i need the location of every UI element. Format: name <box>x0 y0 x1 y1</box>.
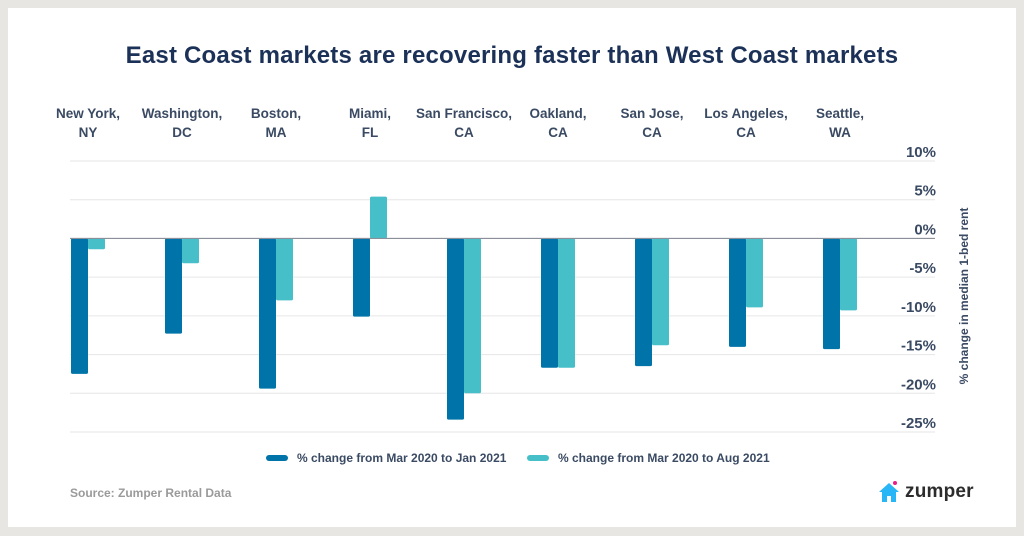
state-code: CA <box>548 125 568 140</box>
bar-aug-2021 <box>370 196 387 239</box>
house-icon <box>879 481 899 502</box>
y-tick-label: -5% <box>909 260 936 277</box>
state-code: FL <box>361 125 379 140</box>
category-label: Seattle, WA <box>785 104 895 142</box>
y-tick-label: -10% <box>901 299 936 316</box>
y-axis-title: % change in median 1-bed rent <box>957 208 971 385</box>
bar-jan-2021 <box>729 238 746 347</box>
category-label: San Jose, CA <box>597 104 707 142</box>
y-tick-label: 0% <box>914 221 936 238</box>
category-label: Oakland, CA <box>503 104 613 142</box>
bar-aug-2021 <box>182 238 199 264</box>
bar-aug-2021 <box>840 238 857 311</box>
bar-jan-2021 <box>823 238 840 350</box>
bar-aug-2021 <box>276 238 293 301</box>
y-tick-label: -20% <box>901 376 936 393</box>
bar-aug-2021 <box>88 238 105 250</box>
logo-text: zumper <box>905 481 974 502</box>
state-code: WA <box>829 125 851 140</box>
bar-aug-2021 <box>558 238 575 368</box>
category-label: San Francisco, CA <box>409 104 519 142</box>
bar-aug-2021 <box>464 238 481 394</box>
city-name: New York, <box>55 106 121 121</box>
bar-aug-2021 <box>746 238 763 308</box>
bar-jan-2021 <box>165 238 182 334</box>
bars <box>71 196 857 420</box>
y-tick-label: 5% <box>914 183 936 200</box>
city-name: Boston, <box>250 106 302 121</box>
legend-label-aug-2021: % change from Mar 2020 to Aug 2021 <box>558 451 770 465</box>
y-tick-label: 10% <box>906 144 936 161</box>
legend-label-jan-2021: % change from Mar 2020 to Jan 2021 <box>297 451 507 465</box>
y-tick-label: -25% <box>901 415 936 432</box>
legend-item-aug-2021: % change from Mar 2020 to Aug 2021 <box>527 451 770 465</box>
source-note: Source: Zumper Rental Data <box>70 486 232 500</box>
category-label: Miami, FL <box>315 104 425 142</box>
bar-jan-2021 <box>259 238 276 389</box>
bar-jan-2021 <box>353 238 370 317</box>
city-name: San Francisco, <box>415 106 513 121</box>
city-name: Oakland, <box>529 106 587 121</box>
city-name: Miami, <box>348 106 391 121</box>
state-code: MA <box>265 125 287 140</box>
state-code: CA <box>642 125 662 140</box>
category-label: Washington, DC <box>127 104 237 142</box>
state-code: CA <box>736 125 756 140</box>
bar-aug-2021 <box>652 238 669 346</box>
gridlines <box>70 160 935 433</box>
state-code: CA <box>454 125 474 140</box>
city-name: San Jose, <box>620 106 684 121</box>
city-name: Los Angeles, <box>704 106 788 121</box>
legend-swatch-jan-2021 <box>266 455 288 461</box>
y-tick-label: -15% <box>901 338 936 355</box>
category-label: New York, NY <box>33 104 143 142</box>
category-label: Boston, MA <box>221 104 331 142</box>
zumper-logo: zumper <box>877 480 974 504</box>
chart-title: East Coast markets are recovering faster… <box>125 42 899 69</box>
bar-jan-2021 <box>447 238 464 420</box>
bar-jan-2021 <box>635 238 652 367</box>
bar-jan-2021 <box>71 238 88 374</box>
state-code: NY <box>78 125 98 140</box>
legend-swatch-aug-2021 <box>527 455 549 461</box>
city-name: Washington, <box>141 106 223 121</box>
y-tick-labels: 10% 5% 0% -5% -10% -15% -20% -25% <box>901 144 936 432</box>
city-name: Seattle, <box>815 106 865 121</box>
bar-jan-2021 <box>541 238 558 368</box>
legend-item-jan-2021: % change from Mar 2020 to Jan 2021 <box>266 451 506 465</box>
state-code: DC <box>172 125 192 140</box>
category-label: Los Angeles, CA <box>691 104 801 142</box>
